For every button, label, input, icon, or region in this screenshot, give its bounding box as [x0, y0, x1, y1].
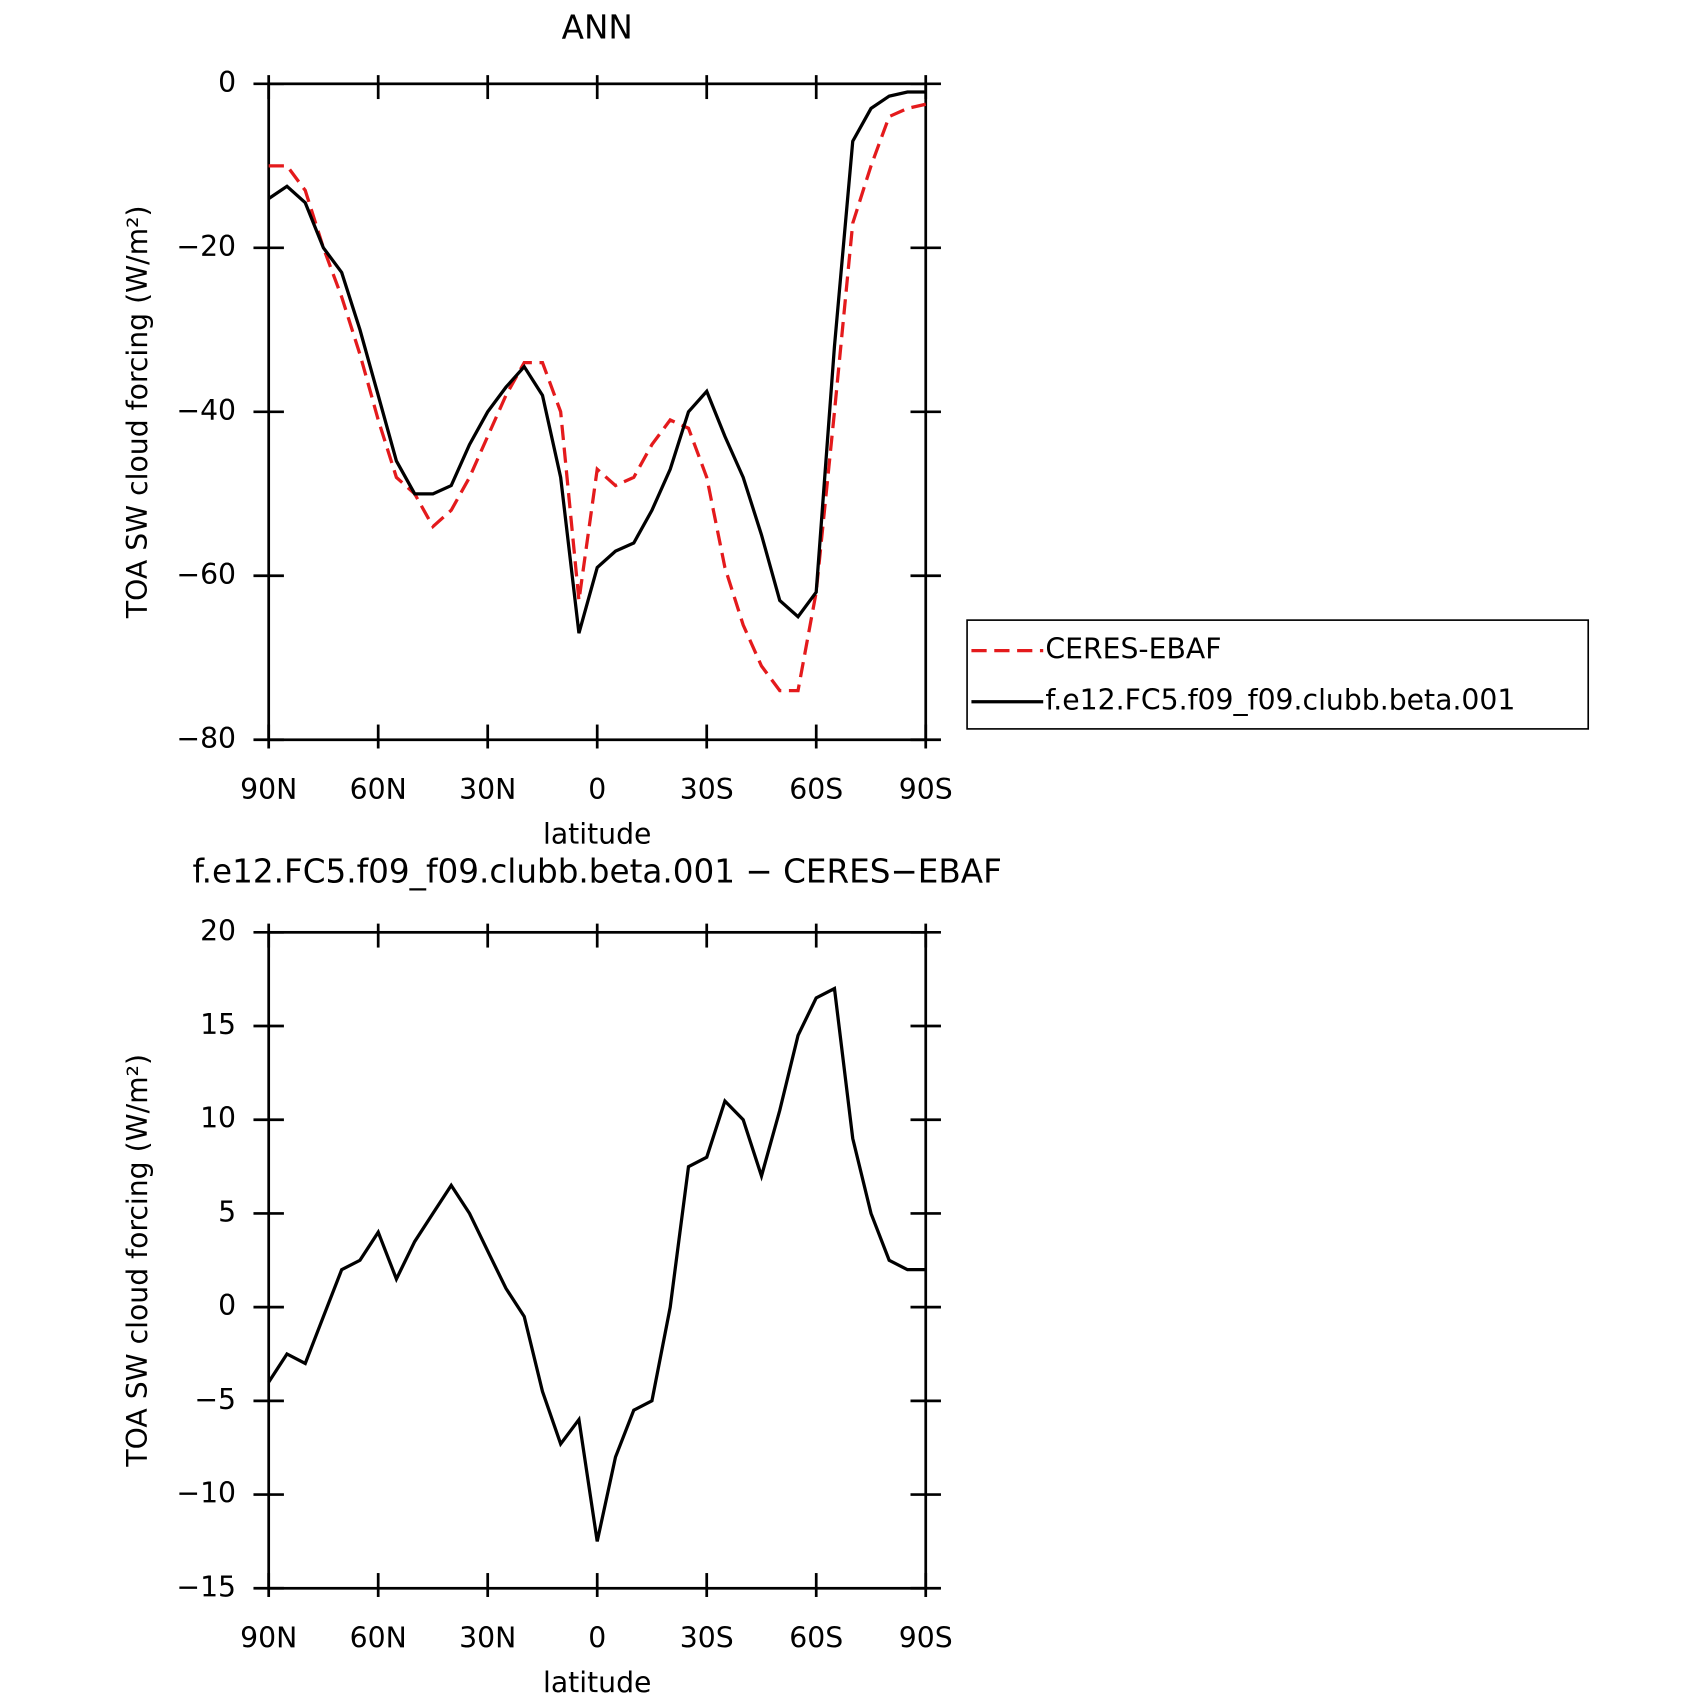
y-tick-label: 5 — [218, 1195, 236, 1228]
x-tick-label: 0 — [588, 1621, 606, 1654]
y-tick-label: −80 — [176, 722, 236, 755]
x-tick-label: 90S — [899, 1621, 953, 1654]
y-tick-label: 10 — [200, 1102, 236, 1135]
x-axis-label: latitude — [543, 1666, 651, 1699]
y-tick-label: −15 — [176, 1570, 236, 1603]
y-axis-label: TOA SW cloud forcing (W/m²) — [121, 1054, 154, 1468]
chart-title: ANN — [562, 8, 633, 46]
x-tick-label: 30S — [680, 773, 734, 806]
y-tick-label: −20 — [176, 230, 236, 263]
x-axis-label: latitude — [543, 818, 651, 851]
x-tick-label: 0 — [588, 773, 606, 806]
x-tick-label: 90S — [899, 773, 953, 806]
chart-title: f.e12.FC5.f09_f09.clubb.beta.001 − CERES… — [193, 853, 1002, 891]
x-tick-label: 60N — [350, 1621, 407, 1654]
x-tick-label: 90N — [240, 773, 297, 806]
y-tick-label: −5 — [194, 1383, 236, 1416]
x-tick-label: 90N — [240, 1621, 297, 1654]
x-tick-label: 60N — [350, 773, 407, 806]
y-tick-label: 0 — [218, 1289, 236, 1322]
y-tick-label: −60 — [176, 558, 236, 591]
legend-label: f.e12.FC5.f09_f09.clubb.beta.001 — [1045, 684, 1515, 717]
legend-label: CERES-EBAF — [1045, 633, 1221, 666]
data-line — [268, 102, 927, 693]
y-tick-label: −40 — [176, 394, 236, 427]
x-tick-label: 60S — [789, 773, 843, 806]
y-tick-label: 15 — [200, 1008, 236, 1041]
plot-frame — [267, 82, 928, 742]
y-tick-label: −10 — [176, 1477, 236, 1510]
x-tick-label: 30S — [680, 1621, 734, 1654]
legend-box — [966, 619, 1590, 730]
y-tick-label: 0 — [218, 66, 236, 99]
data-line — [267, 90, 926, 634]
x-tick-label: 30N — [459, 1621, 516, 1654]
data-line — [267, 986, 926, 1542]
y-tick-label: 20 — [200, 914, 236, 947]
x-tick-label: 30N — [459, 773, 516, 806]
plot-frame — [267, 930, 928, 1590]
x-tick-label: 60S — [789, 1621, 843, 1654]
y-axis-label: TOA SW cloud forcing (W/m²) — [121, 205, 154, 619]
